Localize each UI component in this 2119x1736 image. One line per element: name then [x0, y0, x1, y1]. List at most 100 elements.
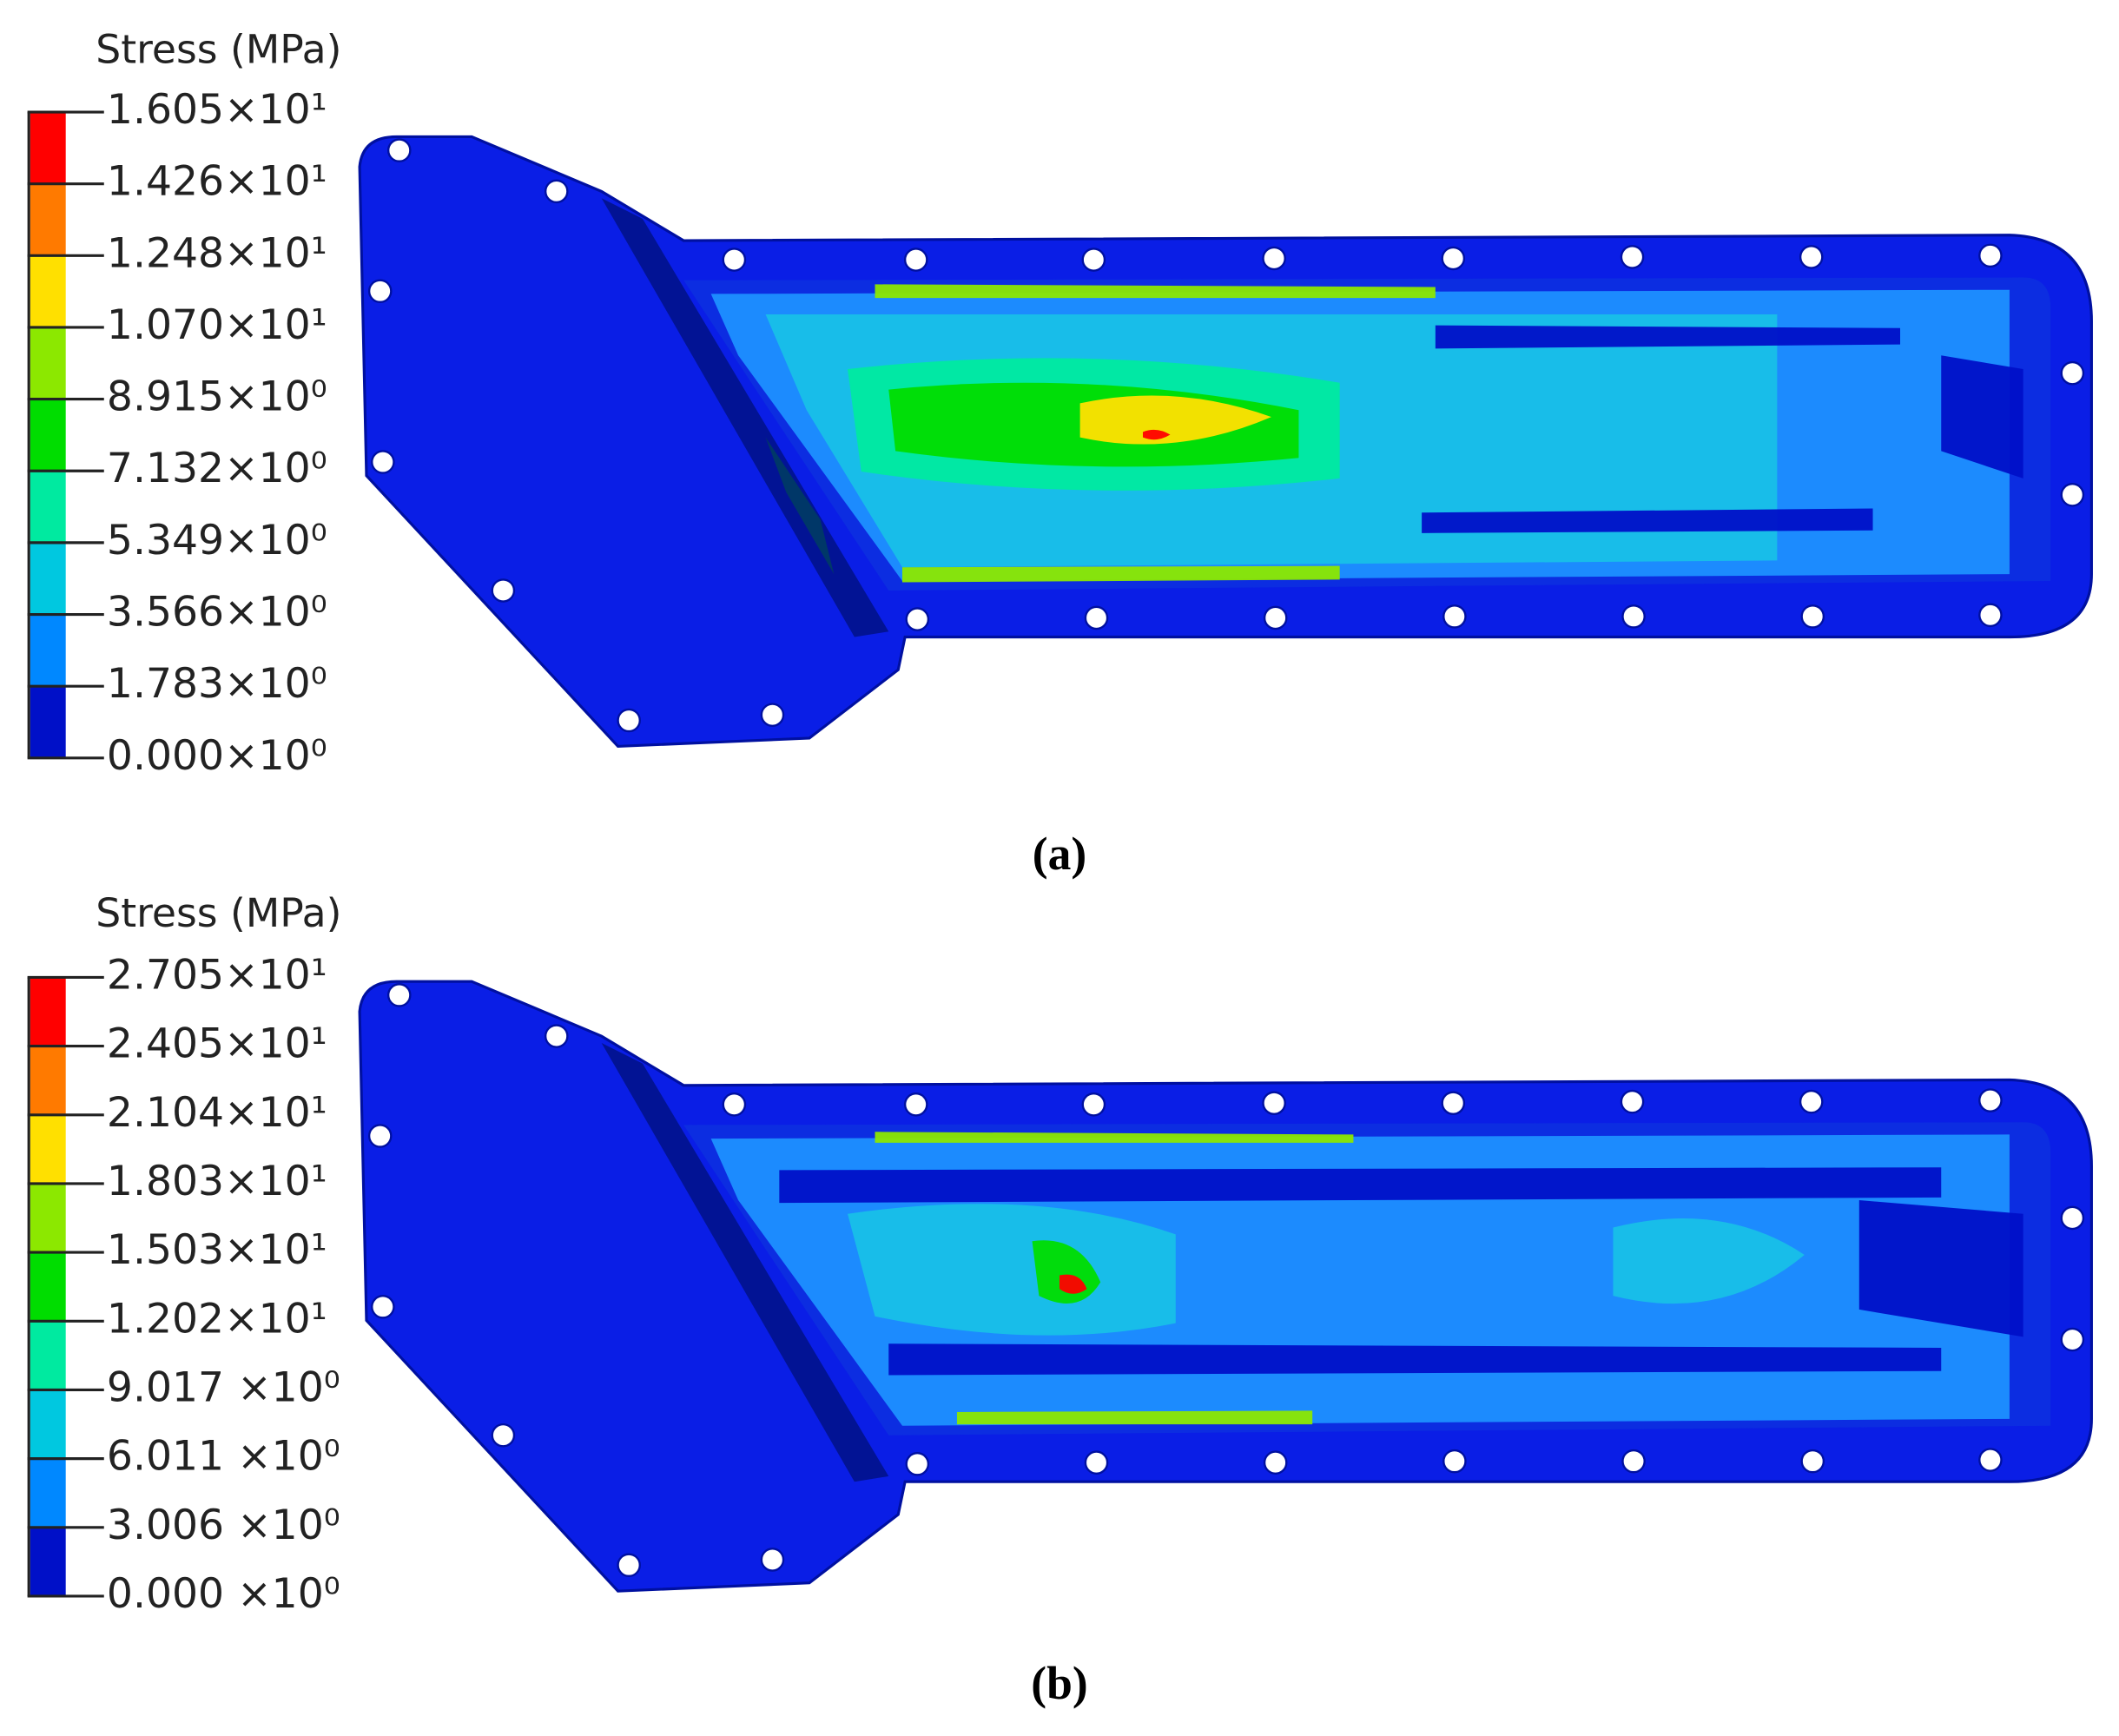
bolt-hole: [371, 1294, 395, 1319]
legend-tick-label: 1.803×10¹: [107, 1158, 327, 1205]
bolt-hole: [617, 708, 641, 733]
legend-band: [30, 614, 66, 687]
legend-tick-label: 8.915×10⁰: [107, 373, 327, 421]
stress-region: [1613, 1218, 1805, 1304]
flange-slope: [601, 198, 889, 637]
legend-tick-label: 5.349×10⁰: [107, 517, 327, 564]
contour-plot: [358, 135, 2093, 749]
legend-tick-label: 6.011 ×10⁰: [107, 1433, 340, 1481]
legend-tick-label: 3.006 ×10⁰: [107, 1502, 340, 1549]
bolt-hole: [903, 1092, 928, 1117]
stress-region: [956, 1410, 1313, 1425]
bolt-hole: [1978, 1448, 2003, 1472]
stress-region: [1941, 355, 2023, 479]
bolt-hole: [1262, 1091, 1286, 1116]
legend-tick-label: 2.705×10¹: [107, 951, 327, 999]
panel: Stress (MPa) 2.705×10¹ 2.405×10¹ 2.104×10¹ 1…: [27, 890, 2093, 1709]
legend-band: [30, 1389, 66, 1459]
bolt-hole: [903, 248, 928, 272]
legend-band: [30, 255, 66, 327]
bolt-hole: [544, 1024, 569, 1048]
legend-tick-label: 2.405×10¹: [107, 1020, 327, 1068]
legend-tick-label: 0.000 ×10⁰: [107, 1570, 340, 1618]
legend-tick-label: 9.017 ×10⁰: [107, 1363, 340, 1411]
bolt-hole: [1620, 1089, 1645, 1114]
bolt-hole: [386, 983, 412, 1007]
bolt-hole: [544, 179, 569, 204]
flange-slope: [601, 1042, 889, 1482]
legend-band: [30, 183, 66, 256]
contour-plot: [358, 980, 2093, 1593]
bolt-hole: [1621, 604, 1646, 629]
bolt-hole: [2060, 1327, 2085, 1352]
bolt-hole: [1081, 248, 1106, 272]
bolt-hole: [491, 1422, 516, 1448]
bolt-hole: [722, 1092, 747, 1117]
legend-tick-label: 1.070×10¹: [107, 301, 327, 349]
bolt-hole: [1263, 1450, 1288, 1475]
bolt-hole: [1441, 246, 1466, 271]
bolt-hole: [1441, 1091, 1466, 1116]
bolt-hole: [371, 450, 395, 474]
legend-tick-label: 1.605×10¹: [107, 86, 327, 134]
bolt-hole: [1800, 604, 1825, 629]
stress-region: [1435, 325, 1901, 349]
bolt-hole: [905, 1451, 930, 1476]
bolt-hole: [2060, 483, 2085, 507]
bolt-hole: [1084, 605, 1109, 630]
stress-region: [1858, 1199, 2023, 1337]
legend-band: [30, 471, 66, 543]
legend-band: [30, 1183, 66, 1253]
bolt-hole: [1800, 1449, 1825, 1474]
stress-region: [1143, 429, 1171, 440]
bolt-hole: [1442, 604, 1467, 629]
stress-region: [1422, 508, 1873, 533]
legend-band: [30, 399, 66, 472]
bolt-hole: [1799, 245, 1824, 269]
legend-band: [30, 1252, 66, 1322]
stress-region: [779, 1167, 1942, 1204]
bolt-hole: [1081, 1092, 1106, 1117]
bolt-hole: [905, 607, 930, 631]
legend-band: [30, 112, 66, 184]
stress-region: [1079, 395, 1271, 445]
legend-band: [30, 1321, 66, 1390]
bolt-hole: [1978, 603, 2003, 628]
legend-band: [30, 1046, 66, 1115]
legend-tick-label: 7.132×10⁰: [107, 445, 327, 492]
bolt-hole: [1978, 1088, 2003, 1112]
legend-band: [30, 977, 66, 1046]
legend-band: [30, 327, 66, 399]
bolt-hole: [2060, 1205, 2085, 1231]
legend-tick-label: 2.104×10¹: [107, 1089, 327, 1137]
bolt-hole: [1978, 243, 2003, 268]
legend-tick-label: 0.000×10⁰: [107, 732, 327, 780]
bolt-hole: [1263, 605, 1288, 630]
bolt-hole: [367, 1124, 393, 1148]
legend-title: Stress (MPa): [96, 890, 341, 936]
legend-title: Stress (MPa): [96, 26, 341, 72]
bolt-hole: [386, 138, 412, 162]
panel: Stress (MPa) 1.605×10¹ 1.426×10¹ 1.248×10¹ 1…: [27, 26, 2093, 880]
legend-tick-label: 1.783×10⁰: [107, 660, 327, 708]
bolt-hole: [722, 248, 747, 272]
legend-tick-label: 1.248×10¹: [107, 229, 327, 277]
legend-band: [30, 1458, 66, 1528]
legend-tick-label: 3.566×10⁰: [107, 589, 327, 637]
bolt-hole: [760, 1548, 785, 1572]
bolt-hole: [1621, 1449, 1646, 1474]
bolt-hole: [1799, 1089, 1824, 1114]
bolt-hole: [491, 578, 516, 603]
legend-tick-label: 1.202×10¹: [107, 1295, 327, 1343]
stress-region: [848, 1204, 1176, 1336]
legend-tick-label: 1.426×10¹: [107, 158, 327, 206]
stress-region: [875, 284, 1436, 299]
stress-region: [901, 565, 1340, 583]
caption: (b): [1031, 1657, 1087, 1709]
bolt-hole: [2060, 360, 2085, 386]
bolt-hole: [760, 703, 785, 727]
stress-region: [875, 1132, 1354, 1143]
stress-region: [888, 1343, 1942, 1376]
